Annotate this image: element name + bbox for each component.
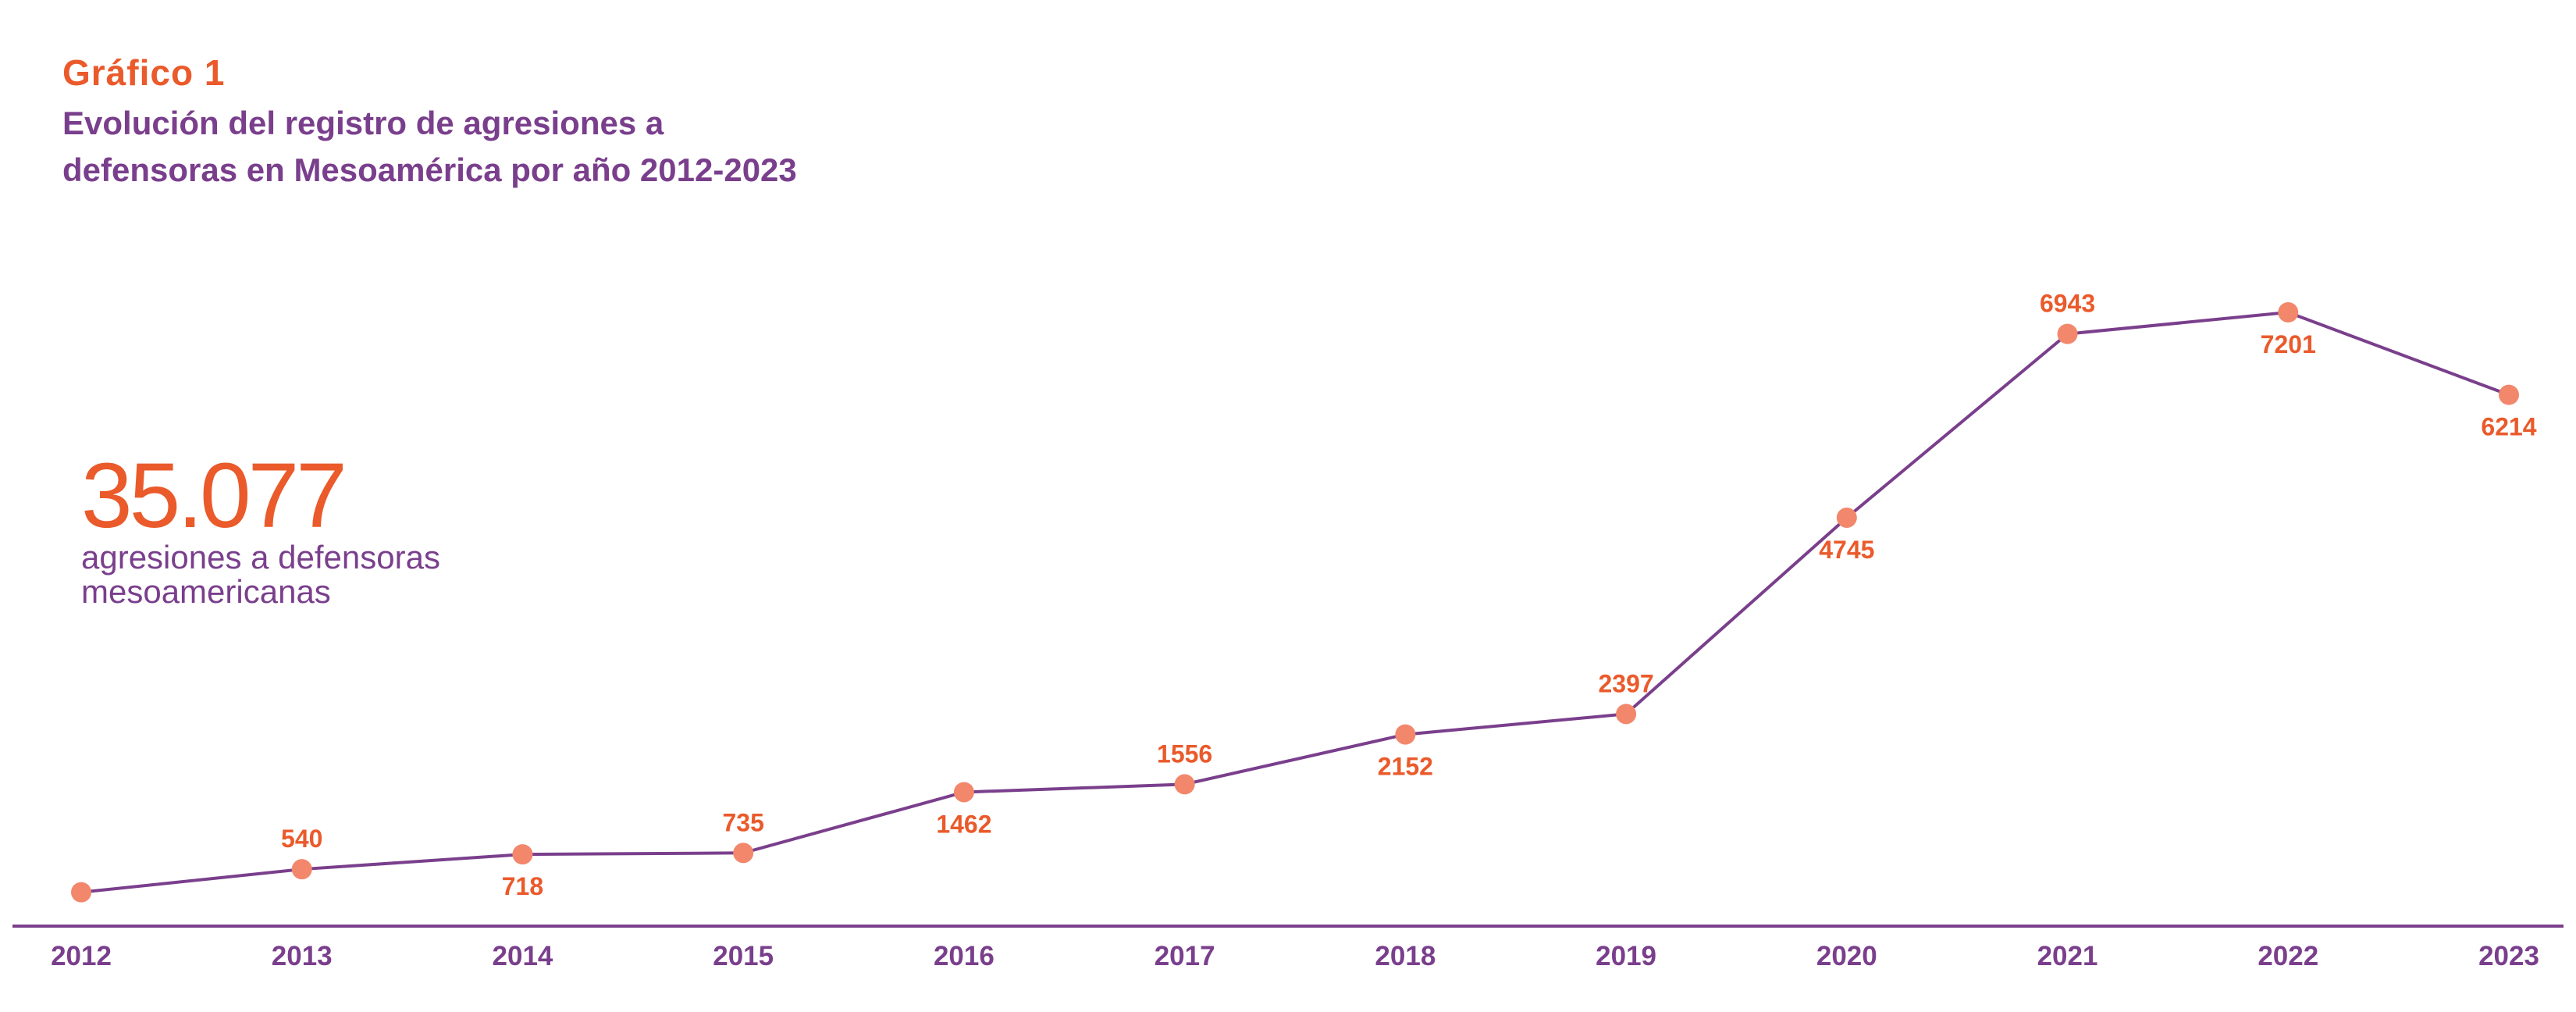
- data-point-2012: [71, 882, 91, 903]
- data-markers: [71, 302, 2519, 903]
- x-tick-2019: 2019: [1596, 941, 1656, 971]
- x-tick-2013: 2013: [272, 941, 333, 971]
- x-tick-2021: 2021: [2037, 941, 2098, 971]
- data-point-2015: [733, 843, 754, 864]
- data-point-2019: [1616, 704, 1637, 725]
- x-tick-2018: 2018: [1375, 941, 1436, 971]
- x-tick-labels: 2012 2013 2014 2015 2016 2017 2018 2019 2020 2021…: [51, 941, 2539, 971]
- x-tick-2017: 2017: [1155, 941, 1215, 971]
- x-tick-2015: 2015: [713, 941, 774, 971]
- data-point-2013: [291, 859, 312, 880]
- data-labels: 540 718 735 1462 1556 2152 2397 4745 6943 7201 621…: [281, 290, 2537, 901]
- data-label-2014: 718: [502, 872, 543, 900]
- x-tick-2016: 2016: [934, 941, 994, 971]
- data-point-2021: [2057, 323, 2078, 344]
- data-point-2020: [1836, 507, 1857, 528]
- data-point-2017: [1174, 774, 1195, 795]
- data-label-2021: 6943: [2040, 290, 2095, 318]
- data-point-2018: [1395, 724, 1416, 745]
- x-tick-2022: 2022: [2258, 941, 2318, 971]
- data-point-2016: [953, 782, 974, 803]
- data-point-2022: [2278, 302, 2299, 322]
- chart-header: Gráfico 1 Evolución del registro de agre…: [62, 52, 797, 194]
- total-caption-line-1: agresiones a defensoras: [81, 539, 440, 575]
- data-label-2017: 1556: [1157, 739, 1212, 768]
- x-tick-2014: 2014: [493, 941, 553, 971]
- data-label-2023: 6214: [2481, 413, 2536, 441]
- data-label-2013: 540: [281, 825, 322, 853]
- total-number: 35.077: [81, 444, 347, 547]
- data-label-2015: 735: [722, 808, 763, 836]
- chart-title-line-2: defensoras en Mesoamérica por año 2012-2…: [62, 151, 797, 188]
- total-summary: 35.077 agresiones a defensoras mesoameri…: [81, 444, 440, 610]
- x-tick-2023: 2023: [2478, 941, 2539, 971]
- data-label-2018: 2152: [1378, 753, 1433, 781]
- data-label-2022: 7201: [2261, 330, 2316, 358]
- total-caption-line-2: mesoamericanas: [81, 573, 331, 610]
- chart-kicker: Gráfico 1: [62, 52, 226, 93]
- series-line: [80, 310, 2510, 894]
- chart-title-line-1: Evolución del registro de agresiones a: [62, 105, 664, 141]
- data-label-2016: 1462: [936, 810, 991, 838]
- x-tick-2020: 2020: [1816, 941, 1877, 971]
- data-point-2023: [2499, 384, 2519, 405]
- data-point-2014: [512, 844, 533, 865]
- x-tick-2012: 2012: [51, 941, 112, 971]
- data-label-2019: 2397: [1598, 669, 1653, 697]
- data-label-2020: 4745: [1819, 536, 1874, 564]
